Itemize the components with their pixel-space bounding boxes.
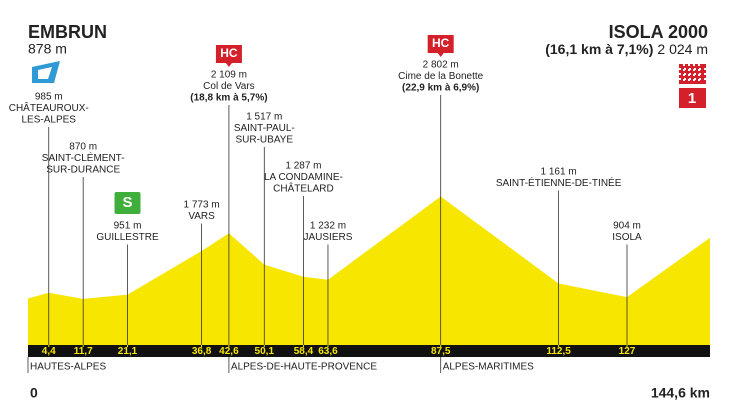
region-label: ALPES-DE-HAUTE-PROVENCE bbox=[231, 362, 377, 373]
profile-area bbox=[28, 196, 710, 345]
place-name: SAINT-ÉTIENNE-DE-TINÉE bbox=[496, 176, 622, 189]
elevation-label: 951 m bbox=[114, 221, 142, 232]
finish-climb: (16,1 km à 7,1%) bbox=[545, 41, 653, 57]
finish-badge bbox=[679, 88, 706, 108]
climb-detail: (22,9 km à 6,9%) bbox=[402, 83, 479, 94]
region-label: ALPES-MARITIMES bbox=[443, 362, 534, 373]
place-name: Col de Vars bbox=[203, 81, 255, 92]
start-name: EMBRUN bbox=[28, 22, 107, 42]
place-name: SAINT-PAUL- bbox=[234, 123, 295, 134]
elevation-label: 904 m bbox=[613, 221, 641, 232]
place-name: JAUSIERS bbox=[304, 232, 353, 243]
climb-badge bbox=[427, 35, 454, 57]
climb-badge-label: HC bbox=[220, 46, 238, 60]
elevation-label: 985 m bbox=[35, 92, 63, 103]
place-name: Cime de la Bonette bbox=[398, 71, 483, 82]
climb-badge bbox=[215, 45, 242, 67]
elevation-label: 2 802 m bbox=[423, 60, 459, 71]
finish-badge-number: 1 bbox=[688, 90, 696, 107]
x-tick-label: 36,8 bbox=[192, 346, 212, 357]
place-name: SUR-DURANCE bbox=[46, 165, 120, 176]
sprint-badge bbox=[114, 192, 141, 214]
finish-elevation: 2 024 m bbox=[657, 41, 708, 57]
elevation-label: 1 517 m bbox=[246, 112, 282, 123]
finish-line: (16,1 km à 7,1%) 2 024 m bbox=[545, 41, 708, 57]
place-name: LA CONDAMINE- bbox=[264, 172, 343, 183]
elevation-label: 1 287 m bbox=[285, 161, 321, 172]
elevation-label: 1 161 m bbox=[541, 167, 577, 178]
place-name: ISOLA bbox=[612, 232, 642, 243]
start-icon-inner bbox=[38, 67, 52, 79]
place-name: CHÂTELARD bbox=[273, 182, 334, 195]
x-tick-label: 58,4 bbox=[294, 346, 314, 357]
x-tick-label: 50,1 bbox=[255, 346, 275, 357]
start-elevation: 878 m bbox=[28, 41, 67, 57]
place-name: VARS bbox=[188, 211, 215, 222]
place-name: LES-ALPES bbox=[22, 115, 77, 126]
region-label: HAUTES-ALPES bbox=[30, 362, 106, 373]
elevation-label: 1 773 m bbox=[183, 200, 219, 211]
elevation-label: 870 m bbox=[69, 142, 97, 153]
sprint-badge-label: S bbox=[123, 194, 133, 211]
place-name: CHÂTEAUROUX- bbox=[9, 101, 89, 114]
x-tick-label: 87,5 bbox=[431, 346, 451, 357]
finish-name: ISOLA 2000 bbox=[609, 22, 708, 42]
x-tick-label: 127 bbox=[619, 346, 636, 357]
x-tick-label: 11,7 bbox=[74, 346, 93, 357]
km-bar bbox=[28, 345, 710, 357]
elevation-label: 2 109 m bbox=[211, 70, 247, 81]
finish-flag-check bbox=[679, 64, 706, 84]
distance-end: 144,6 km bbox=[651, 385, 710, 401]
x-tick-label: 4,4 bbox=[42, 346, 56, 357]
place-name: SAINT-CLÉMENT- bbox=[42, 151, 125, 164]
climb-detail: (18,8 km à 5,7%) bbox=[190, 93, 267, 104]
place-name: SUR-UBAYE bbox=[235, 135, 293, 146]
climb-badge-label: HC bbox=[432, 36, 450, 50]
elevation-label: 1 232 m bbox=[310, 221, 346, 232]
place-name: GUILLESTRE bbox=[96, 232, 159, 243]
x-tick-label: 63,6 bbox=[318, 346, 338, 357]
distance-start: 0 bbox=[30, 385, 38, 401]
x-tick-label: 21,1 bbox=[118, 346, 138, 357]
x-tick-label: 42,6 bbox=[219, 346, 239, 357]
x-tick-label: 112,5 bbox=[546, 346, 571, 357]
